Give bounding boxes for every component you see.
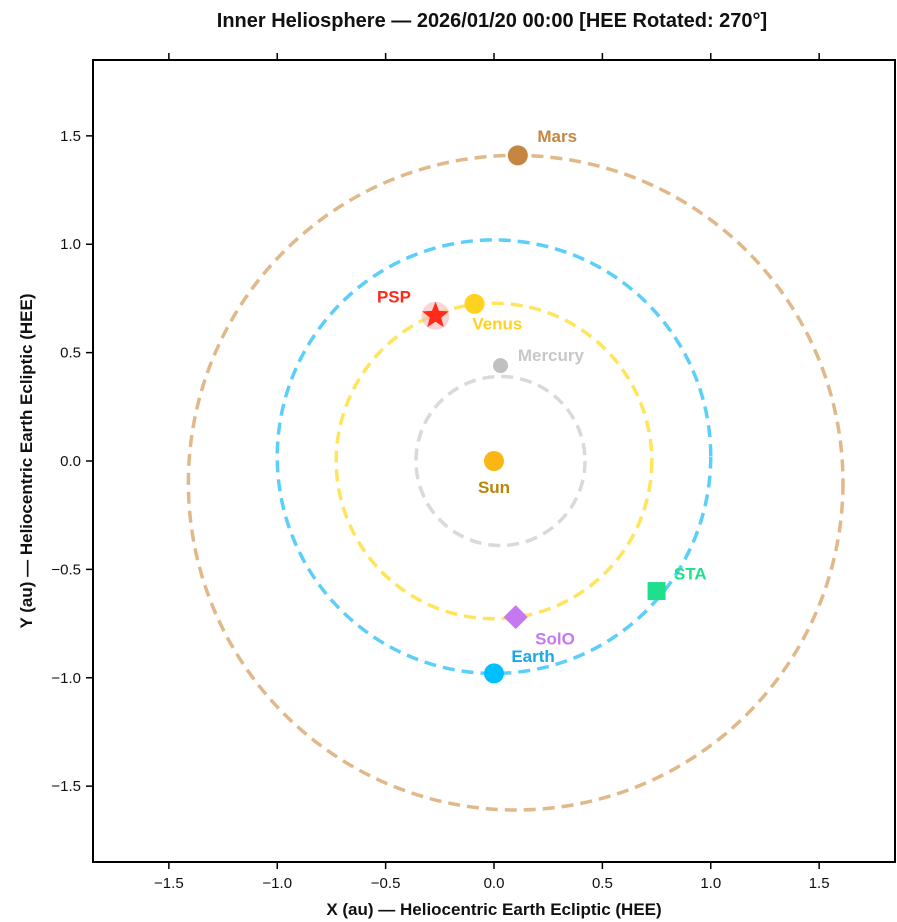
- y-axis-label: Y (au) — Heliocentric Earth Ecliptic (HE…: [17, 293, 36, 628]
- venus-orbit: [334, 301, 654, 621]
- x-axis-ticks: −1.5 −1.0 −0.5 0.0 0.5 1.0 1.5: [154, 53, 830, 892]
- x-tick-label: 0.5: [592, 875, 613, 892]
- chart-title: Inner Heliosphere — 2026/01/20 00:00 [HE…: [217, 10, 767, 32]
- mars-marker: [507, 145, 528, 166]
- venus-marker: [464, 293, 485, 314]
- venus-label: Venus: [472, 314, 522, 333]
- x-tick-label: −1.5: [154, 875, 184, 892]
- mercury-orbit: [414, 374, 587, 548]
- solo-label: SolO: [535, 630, 575, 649]
- sta-label: STA: [674, 565, 707, 584]
- sun-marker: [484, 451, 504, 471]
- y-tick-label: 0.5: [60, 345, 81, 362]
- y-tick-label: −1.5: [51, 778, 81, 795]
- x-axis-label: X (au) — Heliocentric Earth Ecliptic (HE…: [326, 900, 661, 919]
- earth-label: Earth: [511, 647, 554, 666]
- x-tick-label: 1.0: [700, 875, 721, 892]
- sta-marker: [647, 582, 666, 601]
- psp-marker: [422, 301, 449, 328]
- x-tick-label: −0.5: [371, 875, 401, 892]
- earth-orbit: [275, 238, 713, 676]
- y-tick-label: 1.0: [60, 236, 81, 253]
- mars-orbit: [186, 153, 845, 812]
- y-tick-label: 1.5: [60, 128, 81, 145]
- mercury-label: Mercury: [518, 346, 585, 365]
- x-tick-label: 0.0: [484, 875, 505, 892]
- objects-group: Sun Mercury Venus Earth Mars PSP SolO STA: [377, 127, 707, 684]
- y-axis-ticks: −1.5 −1.0 −0.5 0.0 0.5 1.0 1.5: [51, 128, 93, 795]
- x-tick-label: 1.5: [809, 875, 830, 892]
- solo-marker: [503, 605, 528, 630]
- psp-label: PSP: [377, 287, 411, 306]
- x-tick-label: −1.0: [262, 875, 292, 892]
- y-tick-label: −0.5: [51, 561, 81, 578]
- y-tick-label: 0.0: [60, 453, 81, 470]
- mars-label: Mars: [537, 127, 577, 146]
- sun-label: Sun: [478, 478, 510, 497]
- y-tick-label: −1.0: [51, 670, 81, 687]
- mercury-marker: [493, 358, 509, 374]
- earth-marker: [484, 663, 504, 684]
- orbits-group: [186, 153, 845, 812]
